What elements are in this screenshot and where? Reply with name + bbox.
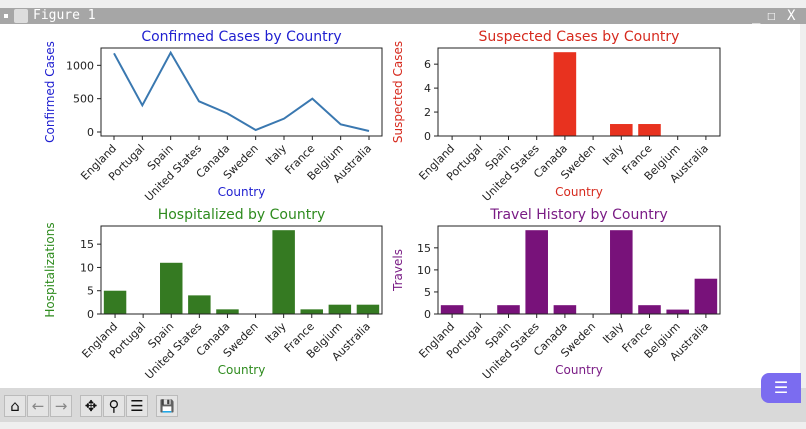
y-tick-label: 2 [424, 106, 431, 119]
bar [356, 304, 380, 314]
y-tick-label: 0 [424, 308, 431, 321]
y-tick-label: 10 [417, 264, 431, 277]
figure: Confirmed Cases by Country05001000Englan… [43, 29, 721, 382]
y-tick-label: 6 [424, 58, 431, 71]
back-button[interactable]: ← [27, 395, 49, 417]
minimize-button[interactable]: _ [752, 8, 761, 24]
bar [525, 230, 548, 314]
y-axis-label: Suspected Cases [391, 41, 405, 143]
app-icon [14, 9, 28, 23]
chart-title: Suspected Cases by Country [479, 29, 680, 45]
bar [328, 304, 352, 314]
axes-frame [437, 225, 721, 315]
y-tick-label: 15 [417, 242, 431, 255]
y-tick-label: 0 [87, 126, 94, 139]
configure-subplots-button[interactable]: ☰ [126, 395, 148, 417]
pan-button[interactable]: ✥ [80, 395, 102, 417]
bar [610, 124, 633, 136]
y-tick-label: 5 [87, 285, 94, 298]
bar [638, 124, 661, 136]
chat-icon: ☰ [773, 378, 789, 397]
y-tick-label: 0 [87, 308, 94, 321]
bar [216, 309, 239, 314]
save-button[interactable]: 💾 [156, 395, 178, 417]
bar [638, 305, 661, 314]
series-line [113, 50, 370, 132]
axes-frame [437, 47, 721, 137]
bar [440, 305, 464, 314]
bar [610, 230, 633, 314]
bar [553, 52, 577, 136]
chart-title: Hospitalized by Country [158, 207, 326, 223]
bar [300, 309, 323, 314]
window-titlebar: Figure 1 _ ☐ X [0, 8, 806, 24]
x-axis-label: Country [555, 363, 603, 377]
close-button[interactable]: X [787, 8, 796, 24]
bar [497, 305, 520, 314]
y-tick-label: 5 [424, 286, 431, 299]
bar [188, 295, 211, 314]
figure-canvas: Confirmed Cases by Country 0 500 1000 Englan… [0, 24, 800, 388]
forward-button[interactable]: → [50, 395, 72, 417]
y-tick-label: 4 [424, 82, 431, 95]
y-tick-label: 0 [424, 130, 431, 143]
navigation-toolbar: ⌂ ← → ✥ ⚲ ☰ 💾 [0, 388, 806, 422]
y-tick-label: 1000 [66, 59, 94, 72]
y-tick-label: 10 [80, 261, 94, 274]
zoom-button[interactable]: ⚲ [103, 395, 125, 417]
axes-frame [100, 225, 383, 315]
window-title: Figure 1 [33, 8, 96, 23]
y-tick-label: 15 [80, 238, 94, 251]
bar [694, 278, 718, 314]
y-axis-label: Travels [391, 249, 405, 292]
y-axis-label: Hospitalizations [43, 222, 57, 317]
bar [160, 262, 183, 314]
x-axis-label: Country [555, 185, 603, 199]
bar [553, 305, 577, 314]
maximize-button[interactable]: ☐ [767, 8, 776, 24]
window-menu-icon[interactable] [4, 14, 8, 18]
x-axis-label: Country [218, 185, 266, 199]
y-axis-label: Confirmed Cases [43, 41, 57, 143]
x-axis-label: Country [218, 363, 266, 377]
home-button[interactable]: ⌂ [4, 395, 26, 417]
y-tick-label: 500 [73, 93, 94, 106]
bar [272, 230, 295, 314]
bar [666, 309, 689, 314]
chart-title: Confirmed Cases by Country [141, 29, 341, 45]
bar [103, 290, 127, 314]
axes-frame [100, 47, 383, 137]
chat-button[interactable]: ☰ [761, 373, 801, 403]
chart-title: Travel History by Country [489, 207, 668, 223]
